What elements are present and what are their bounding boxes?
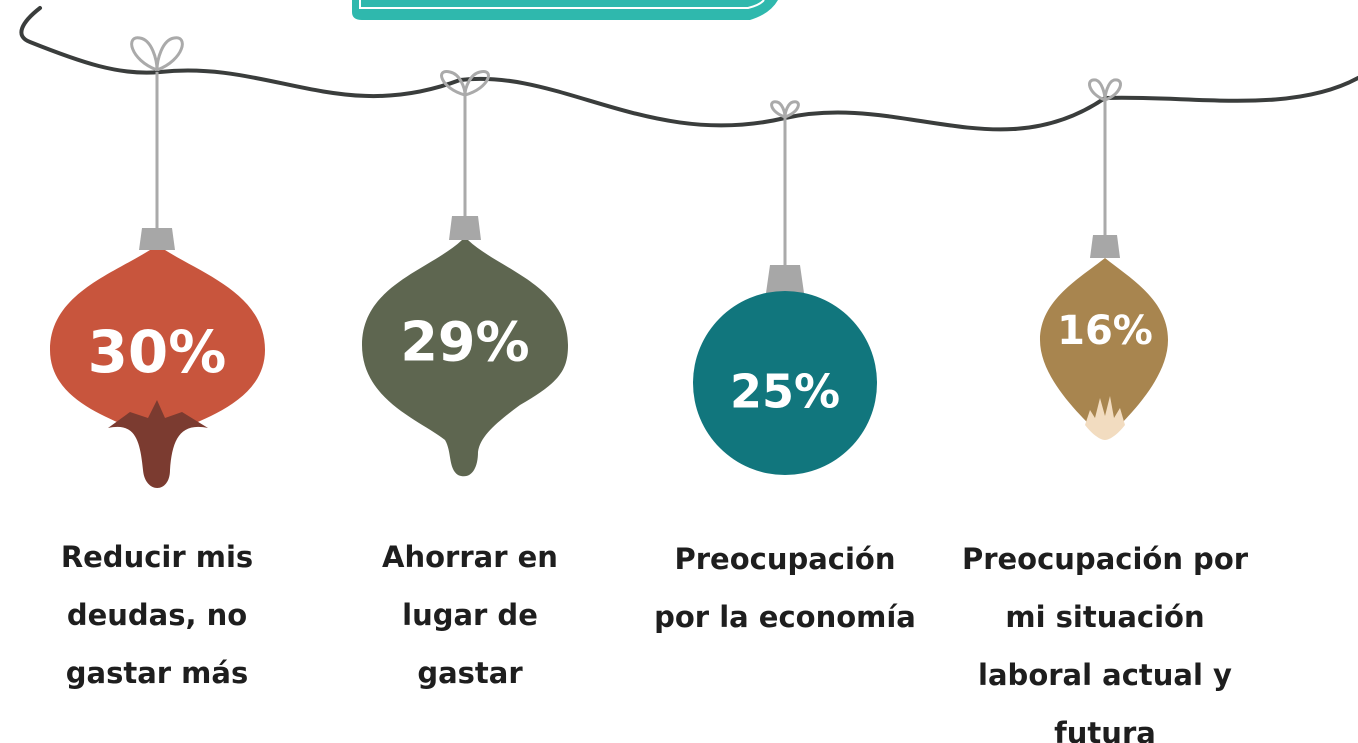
item-label: Preocupación por mi situación laboral ac…: [945, 530, 1265, 743]
percent: 29%: [400, 311, 529, 374]
cap: [1090, 235, 1120, 258]
percent: 16%: [1057, 308, 1153, 354]
percent: 25%: [730, 365, 840, 419]
string: [21, 8, 1358, 129]
bow: [132, 38, 183, 70]
item-label: Preocupación por la economía: [650, 530, 920, 646]
item-label: Ahorrar en lugar de gastar: [355, 528, 585, 702]
percent: 30%: [88, 318, 227, 386]
cap: [139, 228, 175, 250]
cap: [449, 216, 481, 240]
infographic: 30% 29% 25% 16% Reducir mis deudas, no g…: [0, 0, 1358, 743]
item-label: Reducir mis deudas, no gastar más: [42, 528, 272, 702]
header-box: [352, 0, 778, 20]
